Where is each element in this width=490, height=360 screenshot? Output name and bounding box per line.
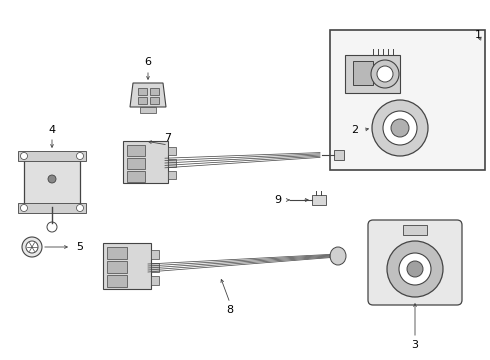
- Bar: [138, 88, 147, 95]
- Bar: [330, 30, 485, 170]
- Circle shape: [383, 111, 417, 145]
- Circle shape: [76, 204, 83, 212]
- Bar: [403, 225, 427, 235]
- Bar: [150, 88, 159, 95]
- Bar: [312, 195, 326, 205]
- Bar: [18, 151, 86, 161]
- Text: 6: 6: [145, 57, 151, 67]
- Bar: [168, 171, 176, 179]
- Circle shape: [47, 222, 57, 232]
- Bar: [107, 247, 127, 259]
- Bar: [18, 203, 86, 213]
- Circle shape: [76, 153, 83, 159]
- Circle shape: [21, 153, 27, 159]
- Circle shape: [21, 204, 27, 212]
- Bar: [138, 97, 147, 104]
- Bar: [353, 61, 373, 85]
- Text: 4: 4: [49, 125, 55, 135]
- Text: 3: 3: [412, 340, 418, 350]
- Bar: [334, 150, 344, 160]
- Circle shape: [391, 119, 409, 137]
- Circle shape: [372, 100, 428, 156]
- Text: 7: 7: [165, 133, 172, 143]
- Circle shape: [26, 241, 38, 253]
- Text: 1: 1: [474, 30, 482, 40]
- Bar: [103, 243, 151, 289]
- Circle shape: [22, 237, 42, 257]
- Bar: [140, 107, 156, 113]
- Bar: [150, 97, 159, 104]
- Bar: [168, 159, 176, 167]
- Bar: [151, 276, 159, 285]
- Bar: [151, 250, 159, 259]
- Text: 9: 9: [274, 195, 282, 205]
- Circle shape: [407, 261, 423, 277]
- Circle shape: [387, 241, 443, 297]
- Bar: [345, 55, 400, 93]
- Bar: [24, 155, 80, 207]
- Bar: [107, 275, 127, 287]
- Circle shape: [371, 60, 399, 88]
- Circle shape: [48, 175, 56, 183]
- Circle shape: [399, 253, 431, 285]
- FancyBboxPatch shape: [368, 220, 462, 305]
- Bar: [127, 171, 145, 182]
- Ellipse shape: [330, 247, 346, 265]
- Circle shape: [377, 66, 393, 82]
- Bar: [127, 158, 145, 169]
- Bar: [151, 263, 159, 272]
- Text: 8: 8: [226, 305, 234, 315]
- Bar: [123, 141, 168, 183]
- Polygon shape: [130, 83, 166, 107]
- Text: 2: 2: [351, 125, 359, 135]
- Bar: [107, 261, 127, 273]
- Text: 5: 5: [76, 242, 83, 252]
- Bar: [127, 145, 145, 156]
- Bar: [168, 147, 176, 155]
